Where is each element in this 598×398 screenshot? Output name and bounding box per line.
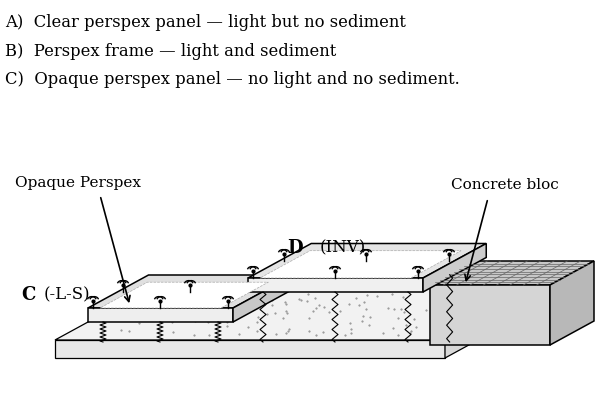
Polygon shape: [550, 261, 594, 345]
Text: (-L-S): (-L-S): [44, 287, 91, 304]
Polygon shape: [88, 275, 294, 308]
Polygon shape: [260, 251, 461, 278]
Text: D: D: [287, 239, 303, 257]
Polygon shape: [248, 244, 486, 278]
Polygon shape: [233, 275, 294, 322]
Polygon shape: [430, 285, 550, 345]
Text: Opaque Perspex: Opaque Perspex: [15, 176, 141, 190]
Polygon shape: [430, 261, 594, 285]
Text: C: C: [21, 286, 35, 304]
Text: B)  Perspex frame — light and sediment: B) Perspex frame — light and sediment: [5, 43, 336, 60]
Text: C)  Opaque perspex panel — no light and no sediment.: C) Opaque perspex panel — no light and n…: [5, 71, 459, 88]
Polygon shape: [55, 340, 445, 358]
Text: Concrete bloc: Concrete bloc: [451, 178, 559, 192]
Polygon shape: [55, 280, 555, 340]
Polygon shape: [423, 244, 486, 292]
Polygon shape: [445, 280, 555, 358]
Polygon shape: [100, 282, 269, 308]
Text: A)  Clear perspex panel — light but no sediment: A) Clear perspex panel — light but no se…: [5, 14, 405, 31]
Polygon shape: [248, 278, 423, 292]
Text: (INV): (INV): [320, 240, 366, 256]
Polygon shape: [88, 308, 233, 322]
